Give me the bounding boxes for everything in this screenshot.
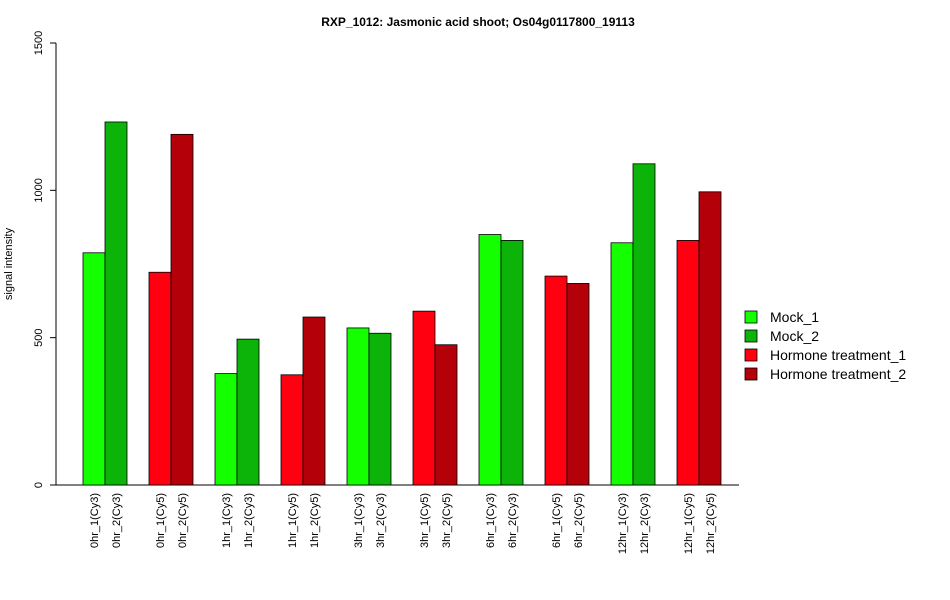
legend-swatch	[744, 348, 758, 362]
bar	[82, 252, 106, 486]
bar	[632, 163, 656, 486]
bar	[500, 240, 524, 486]
x-tick-label: 1hr_2(Cy3)	[243, 493, 255, 548]
x-tick-label: 0hr_1(Cy5)	[155, 493, 167, 548]
bar	[148, 271, 172, 486]
x-tick-label: 12hr_2(Cy3)	[639, 493, 651, 554]
x-tick-label: 6hr_2(Cy3)	[507, 493, 519, 548]
x-tick-labels: 0hr_1(Cy3) 0hr_2(Cy3) 0hr_1(Cy5) 0hr_2(Cy5)…	[89, 493, 717, 554]
bar	[566, 283, 590, 486]
bar	[544, 275, 568, 486]
bar	[214, 373, 238, 486]
bar	[302, 316, 326, 486]
x-tick-label: 12hr_1(Cy3)	[617, 493, 629, 554]
bar	[478, 234, 502, 486]
y-tick-label: 1500	[33, 31, 45, 55]
x-tick-label: 6hr_1(Cy5)	[551, 493, 563, 548]
x-tick-label: 12hr_2(Cy5)	[705, 493, 717, 554]
x-tick-label: 1hr_1(Cy3)	[221, 493, 233, 548]
x-tick-label: 6hr_1(Cy3)	[485, 493, 497, 548]
bar	[610, 242, 634, 486]
legend: Mock_1 Mock_2 Hormone treatment_1 Hormone t…	[744, 309, 906, 382]
legend-label: Mock_1	[770, 309, 819, 325]
x-tick-label: 0hr_1(Cy3)	[89, 493, 101, 548]
y-tick-label: 500	[33, 328, 45, 346]
legend-swatch	[744, 367, 758, 381]
bar	[412, 310, 436, 486]
legend-swatch	[744, 329, 758, 343]
x-tick-label: 6hr_2(Cy5)	[573, 493, 585, 548]
chart-title: RXP_1012: Jasmonic acid shoot; Os04g0117…	[321, 15, 635, 29]
x-tick-label: 3hr_2(Cy5)	[441, 493, 453, 548]
y-tick-label: 0	[33, 482, 45, 488]
x-tick-label: 3hr_1(Cy5)	[419, 493, 431, 548]
bar	[368, 332, 392, 486]
bar	[676, 240, 700, 486]
bar	[236, 338, 260, 486]
x-tick-label: 1hr_1(Cy5)	[287, 493, 299, 548]
legend-label: Hormone treatment_2	[770, 366, 906, 382]
bars	[82, 121, 722, 486]
bar	[170, 133, 194, 486]
y-ticks: 0 500 1000 1500	[33, 31, 56, 488]
y-tick-label: 1000	[33, 178, 45, 202]
bar	[698, 191, 722, 486]
x-tick-label: 0hr_2(Cy3)	[111, 493, 123, 548]
legend-label: Mock_2	[770, 328, 819, 344]
bar	[104, 121, 128, 486]
bar	[346, 327, 370, 486]
legend-swatch	[744, 310, 758, 324]
legend-label: Hormone treatment_1	[770, 347, 906, 363]
x-tick-label: 0hr_2(Cy5)	[177, 493, 189, 548]
bar	[434, 344, 458, 486]
bar	[280, 374, 304, 486]
x-tick-label: 12hr_1(Cy5)	[683, 493, 695, 554]
x-tick-label: 1hr_2(Cy5)	[309, 493, 321, 548]
x-tick-label: 3hr_2(Cy3)	[375, 493, 387, 548]
x-tick-label: 3hr_1(Cy3)	[353, 493, 365, 548]
y-axis-label: signal intensity	[3, 227, 15, 300]
